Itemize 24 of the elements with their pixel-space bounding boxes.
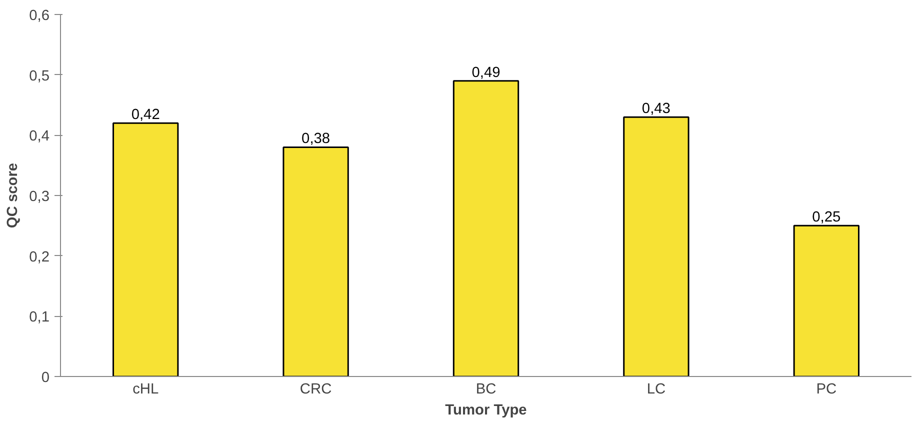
- x-axis-title: Tumor Type: [445, 402, 527, 418]
- data-label: 0,38: [302, 131, 330, 148]
- x-tick-label: PC: [816, 382, 837, 398]
- y-tick-label: 0: [41, 370, 50, 386]
- data-label: 0,25: [812, 210, 841, 226]
- bar: [112, 122, 179, 376]
- y-tick-label: 0,2: [29, 249, 50, 266]
- y-tick-label: 0,1: [29, 310, 50, 326]
- y-axis-title: QC score: [5, 162, 22, 228]
- x-tick-label: LC: [646, 382, 666, 398]
- data-label: 0,49: [472, 64, 500, 81]
- x-tick-label: CRC: [300, 382, 332, 398]
- bar: [623, 116, 690, 376]
- bar: [793, 224, 860, 376]
- y-tick-label: 0,6: [29, 8, 50, 24]
- y-tick-label: 0,3: [29, 189, 50, 205]
- y-tick-label: 0,4: [29, 128, 50, 145]
- x-tick-label: cHL: [132, 382, 159, 398]
- data-label: 0,42: [131, 107, 160, 124]
- bar: [452, 80, 520, 376]
- bar: [282, 146, 349, 376]
- data-label: 0,43: [642, 101, 670, 118]
- y-tick-label: 0,5: [29, 68, 50, 84]
- x-tick-label: BC: [476, 382, 497, 398]
